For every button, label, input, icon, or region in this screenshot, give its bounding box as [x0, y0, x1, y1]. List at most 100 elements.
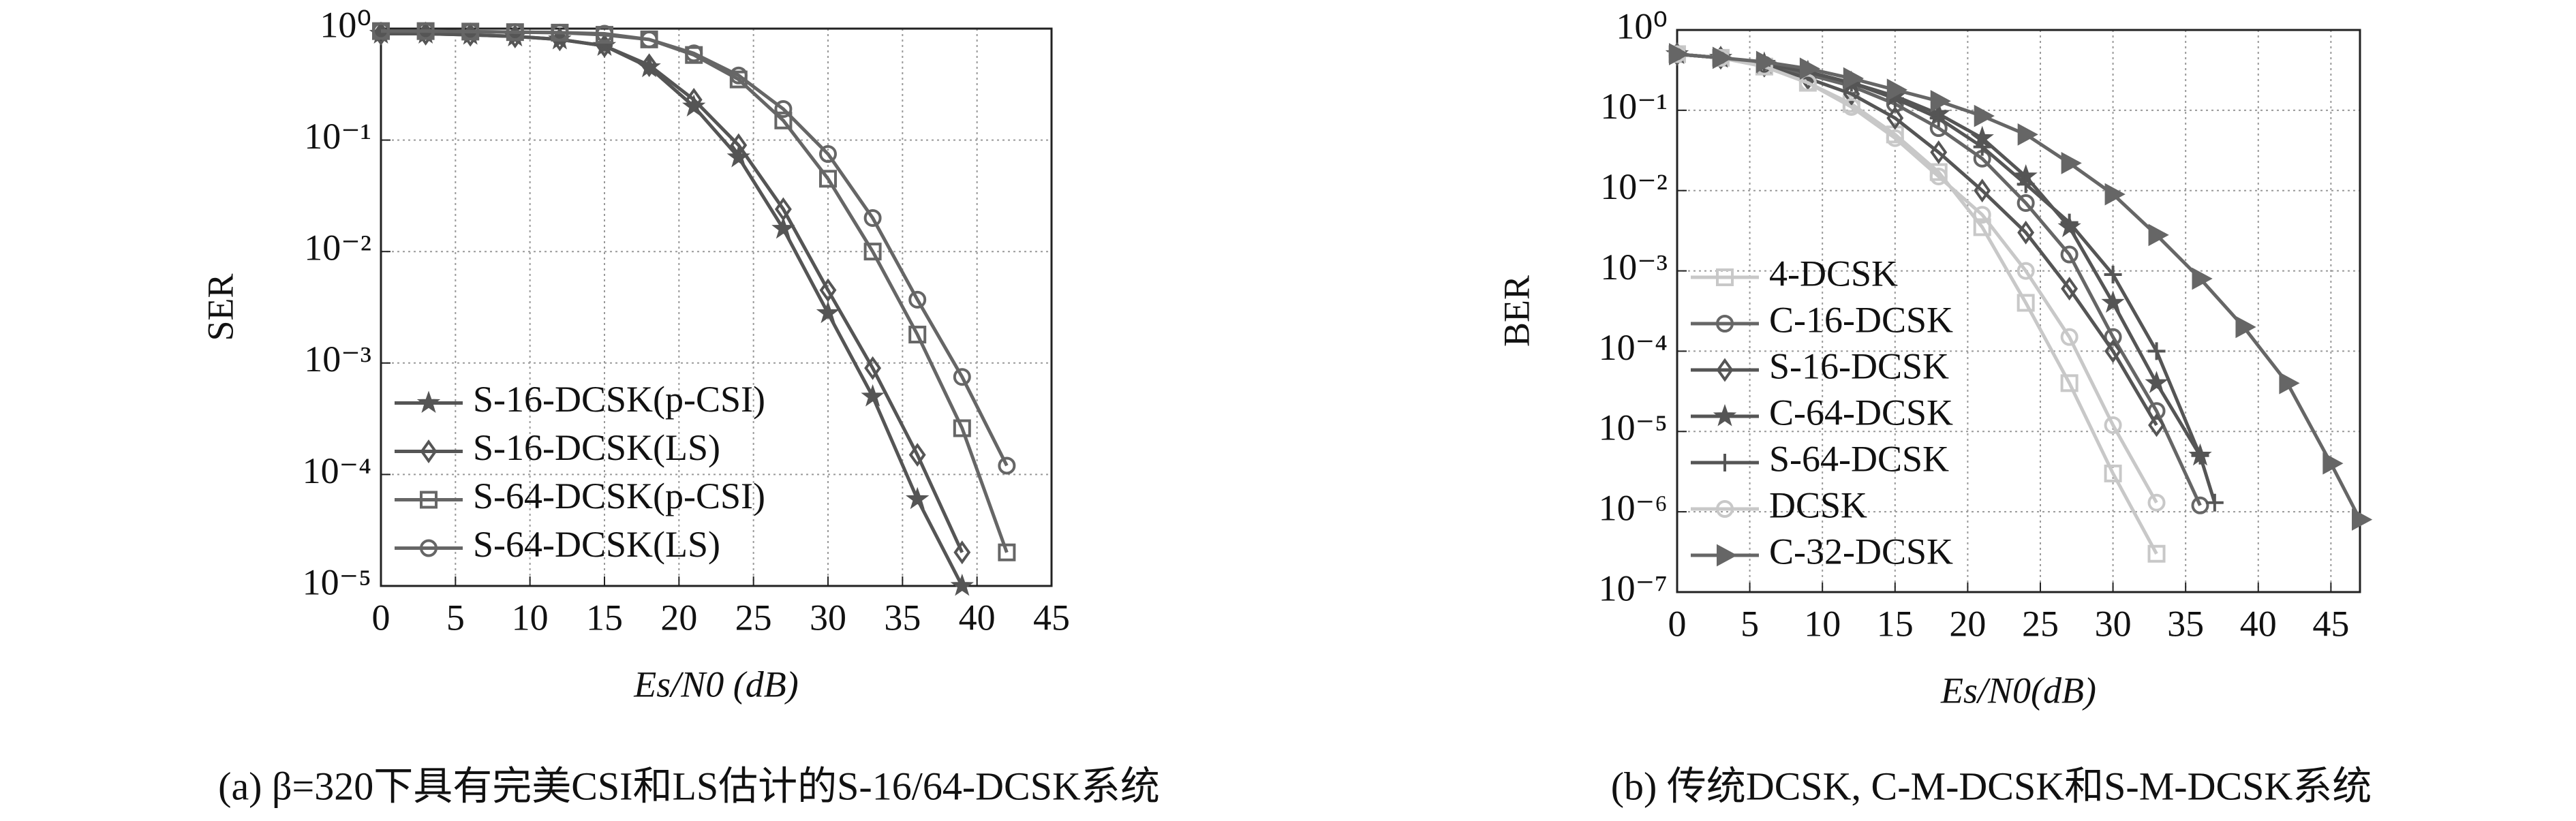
- y-tick-label: 10⁻²: [1600, 166, 1668, 207]
- x-tick-label: 15: [586, 597, 623, 638]
- marker: [685, 44, 703, 63]
- x-tick-label: 0: [1668, 603, 1687, 644]
- legend-label: C-64-DCSK: [1769, 392, 1953, 433]
- marker: [641, 53, 658, 78]
- marker: [2104, 183, 2126, 206]
- marker: [2061, 151, 2082, 174]
- marker: [2017, 193, 2035, 212]
- marker: [2017, 123, 2038, 146]
- marker: [953, 540, 971, 565]
- marker: [1930, 140, 1948, 164]
- marker: [2235, 315, 2256, 339]
- y-tick-label: 10⁻¹: [304, 116, 371, 157]
- marker: [420, 439, 438, 463]
- marker: [863, 208, 882, 227]
- marker: [1973, 138, 1991, 156]
- marker: [596, 25, 613, 43]
- marker: [816, 300, 840, 324]
- x-tick-label: 15: [1877, 603, 1914, 644]
- y-tick-label: 10⁻⁵: [1599, 407, 1668, 448]
- marker: [2205, 493, 2224, 512]
- marker: [2060, 245, 2079, 264]
- marker: [2191, 446, 2209, 465]
- marker: [2148, 223, 2169, 247]
- marker: [819, 170, 837, 188]
- marker: [774, 99, 793, 118]
- x-tick-label: 35: [884, 597, 921, 638]
- marker: [2352, 508, 2373, 531]
- marker: [1842, 97, 1860, 116]
- marker: [1716, 500, 1734, 518]
- x-axis-label: Es/N0(dB): [1940, 670, 2096, 711]
- marker: [908, 443, 926, 467]
- marker: [2060, 374, 2079, 392]
- marker: [1929, 167, 1948, 185]
- x-tick-label: 20: [1949, 603, 1986, 644]
- x-tick-label: 40: [2240, 603, 2277, 644]
- marker: [1843, 67, 1865, 90]
- marker: [2017, 175, 2035, 193]
- marker: [2060, 213, 2079, 232]
- x-tick-label: 45: [2312, 603, 2349, 644]
- marker: [551, 27, 568, 52]
- marker: [908, 290, 927, 309]
- marker: [1716, 268, 1734, 286]
- marker: [774, 197, 792, 221]
- y-tick-label: 10⁻⁴: [1599, 327, 1668, 368]
- marker: [1716, 315, 1734, 332]
- y-tick-label: 10⁰: [1616, 5, 1668, 46]
- marker: [2192, 267, 2213, 290]
- y-axis-label: SER: [200, 273, 241, 341]
- marker: [2148, 413, 2165, 437]
- y-tick-label: 10⁻⁶: [1599, 488, 1668, 529]
- y-tick-label: 10⁰: [320, 4, 371, 45]
- marker: [729, 66, 748, 84]
- marker: [2279, 371, 2300, 394]
- marker: [1974, 104, 1995, 127]
- marker: [864, 356, 882, 380]
- x-tick-label: 30: [810, 597, 846, 638]
- marker: [1799, 57, 1821, 80]
- x-tick-label: 10: [512, 597, 549, 638]
- marker: [685, 87, 703, 112]
- marker: [416, 390, 441, 414]
- legend-label: S-16-DCSK(LS): [473, 427, 720, 468]
- x-tick-label: 25: [735, 597, 772, 638]
- y-tick-label: 10⁻⁵: [303, 561, 371, 602]
- marker: [2061, 277, 2079, 301]
- y-axis-label: BER: [1496, 275, 1537, 347]
- marker: [2104, 265, 2122, 283]
- legend-label: DCSK: [1769, 484, 1867, 525]
- marker: [1930, 90, 1951, 112]
- marker: [905, 486, 930, 510]
- marker: [863, 243, 882, 261]
- marker: [2017, 294, 2035, 312]
- marker: [1974, 179, 1991, 203]
- marker: [950, 573, 974, 596]
- marker: [506, 23, 524, 42]
- legend-label: C-16-DCSK: [1769, 299, 1953, 340]
- marker: [1669, 43, 1690, 65]
- y-tick-label: 10⁻⁷: [1599, 568, 1668, 608]
- legend-label: 4-DCSK: [1769, 253, 1898, 294]
- marker: [2017, 262, 2035, 280]
- marker: [416, 22, 435, 40]
- marker: [953, 419, 971, 437]
- marker: [2104, 464, 2122, 482]
- marker: [998, 543, 1016, 561]
- x-tick-label: 40: [959, 597, 996, 638]
- marker: [2104, 416, 2122, 434]
- marker: [819, 145, 837, 164]
- marker: [1716, 454, 1734, 471]
- marker: [1973, 206, 1991, 224]
- x-tick-label: 5: [1741, 603, 1759, 644]
- marker: [1929, 109, 1948, 127]
- marker: [2060, 328, 2079, 346]
- marker: [420, 539, 438, 557]
- marker: [2017, 220, 2035, 245]
- marker: [372, 22, 390, 40]
- x-tick-label: 45: [1033, 597, 1070, 638]
- x-axis-label: Es/N0 (dB): [633, 664, 798, 704]
- marker: [953, 368, 971, 386]
